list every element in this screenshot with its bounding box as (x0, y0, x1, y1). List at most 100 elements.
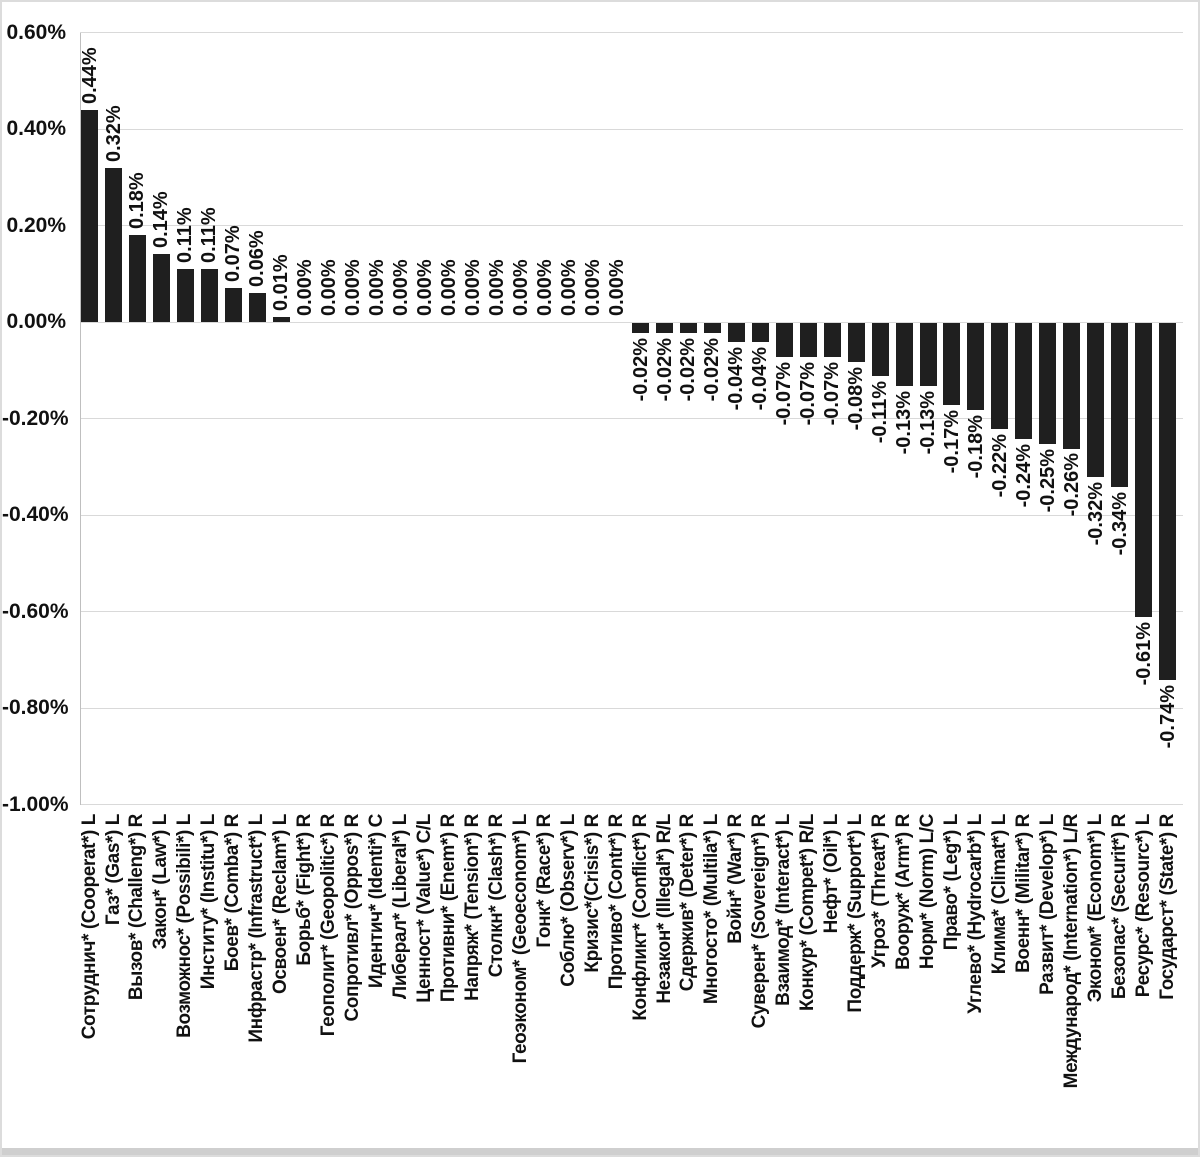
bar (895, 323, 913, 386)
gridline (80, 418, 1183, 419)
bar (272, 317, 290, 322)
x-axis-category-label: Эконом* (Econom*) L (1084, 814, 1106, 1003)
x-axis-category-label: Геоэконом* (Geoeconom*) L (509, 814, 531, 1064)
bar (967, 323, 985, 410)
value-label: 0.00% (485, 259, 508, 316)
x-axis-category-label: Освоен* (Reclam*) L (270, 814, 292, 995)
bar (775, 323, 793, 357)
x-axis-category-label: Борьб* (Fight*) R (294, 814, 316, 966)
value-label: -0.13% (893, 390, 915, 455)
value-label: -0.02% (653, 337, 676, 401)
value-label: 0.00% (318, 259, 341, 316)
x-axis-category-label: Ценност* (Value*) C/L (413, 814, 435, 1003)
value-label: -0.07% (797, 361, 820, 426)
gridline (80, 225, 1183, 226)
x-axis-category-label: Норм* (Norm) L/C (917, 814, 938, 970)
value-label: -0.61% (1132, 622, 1155, 686)
bar (1087, 323, 1105, 478)
y-axis-tick-label: -0.40% (2, 503, 69, 526)
y-axis-tick-label: -1.00% (2, 792, 69, 816)
y-axis-tick-label: 0.40% (6, 117, 66, 140)
x-axis-category-label: Право* (Leg*) L (940, 814, 962, 951)
x-axis-category-label: Идентич* (Identi*) C (366, 814, 387, 989)
bar (943, 323, 961, 405)
x-axis-category-label: Международ* (Internation*) L/R (1060, 814, 1082, 1089)
bar (632, 323, 649, 333)
value-label: -0.04% (725, 347, 748, 411)
value-label: -0.04% (749, 347, 772, 411)
gridline (80, 321, 1183, 323)
y-axis-tick-label: -0.80% (2, 696, 69, 719)
value-label: -0.02% (677, 337, 700, 401)
x-axis-category-label: Взаимод* (Interact*) L (773, 814, 795, 1006)
x-axis-category-label: Инфрастр* (Infrastruct*) L (246, 814, 268, 1043)
value-label: 0.18% (126, 172, 149, 230)
value-label: -0.25% (1036, 448, 1059, 512)
x-axis-category-label: Поддерж* (Support*) L (845, 814, 867, 1013)
bar (128, 235, 146, 322)
x-axis-category-label: Сотруднич* (Cooperat*) L (78, 814, 100, 1040)
value-label: 0.11% (198, 207, 221, 263)
value-label: -0.02% (629, 337, 652, 401)
bar (1063, 323, 1081, 449)
value-label: 0.00% (557, 259, 580, 316)
value-label: -0.22% (988, 434, 1011, 498)
x-axis-category-label: Возможнос* (Possibili*) L (174, 814, 196, 1038)
value-label: -0.07% (773, 361, 796, 426)
bar (224, 288, 242, 322)
value-label: 0.00% (461, 259, 484, 316)
x-axis-category-label: Конкур* (Compet*) R/L (797, 814, 819, 1012)
bar (1135, 323, 1153, 618)
y-axis-tick-label: -0.20% (2, 406, 69, 430)
x-axis-category-label: Напряж* (Tension*) R (461, 814, 483, 1001)
bar (799, 323, 817, 357)
x-axis-category-label: Углево* (Hydrocarb*) L (964, 814, 986, 1014)
bar (200, 268, 218, 322)
value-label: -0.02% (701, 337, 724, 401)
value-label: -0.74% (1156, 685, 1179, 749)
value-label: 0.00% (533, 259, 556, 316)
bar (248, 293, 266, 322)
x-axis-category-label: Противо* (Contr*) R (605, 814, 627, 990)
x-axis-category-label: Сдержив* (Deter*) R (677, 814, 699, 992)
value-label: -0.32% (1084, 482, 1107, 546)
value-label: 0.00% (366, 259, 388, 316)
x-axis-category-label: Кризис*(Crisis*) R (581, 814, 603, 973)
x-axis-category-label: Войн* (War*) R (725, 814, 747, 944)
bar (656, 323, 673, 333)
x-axis-category-label: Соблю* (Observ*) L (557, 814, 579, 987)
value-label: 0.44% (78, 46, 101, 104)
x-axis-category-label: Конфликт* (Conflict*) R (629, 814, 651, 1021)
x-axis-category-label: Незакон* (Illegal*) R/L (653, 814, 675, 1004)
bar (1111, 323, 1129, 488)
x-axis-category-label: Институ* (Institu*) L (198, 814, 220, 990)
x-axis-category-label: Гонк* (Race*) R (533, 814, 555, 948)
value-label: -0.07% (821, 361, 844, 426)
bar (751, 323, 769, 343)
x-axis-category-label: Государст* (State*) R (1156, 814, 1178, 1000)
x-axis-category-label: Геополит* (Geopolitic*) R (318, 814, 340, 1037)
x-axis-category-label: Суверен* (Sovereign*) R (749, 814, 771, 1029)
value-label: -0.11% (869, 381, 892, 444)
value-label: 0.00% (605, 259, 628, 316)
value-label: 0.00% (342, 259, 364, 316)
gridline (80, 611, 1183, 612)
bar (991, 323, 1009, 430)
value-label: -0.08% (845, 366, 868, 430)
gridline (80, 707, 1183, 709)
bar (105, 167, 122, 322)
x-axis-category-label: Сопротивл* (Oppos*) R (342, 814, 363, 1022)
bar (1039, 323, 1057, 444)
y-axis-tick-label: 0.20% (6, 213, 66, 237)
value-label: 0.32% (102, 104, 125, 162)
bar (871, 323, 889, 377)
x-axis-category-label: Развит* (Develop*) L (1036, 814, 1058, 995)
bar (823, 323, 841, 357)
x-axis-category-label: Безопас* (Securit*) R (1108, 814, 1130, 1000)
x-axis-category-label: Вызов* (Challeng*) R (126, 814, 148, 1001)
x-axis-category-label: Военн* (Militar*) R (1012, 814, 1034, 973)
bar (1015, 323, 1033, 439)
gridline (80, 128, 1183, 130)
y-axis-tick-label: -0.60% (2, 599, 69, 623)
value-label: -0.34% (1108, 492, 1131, 556)
